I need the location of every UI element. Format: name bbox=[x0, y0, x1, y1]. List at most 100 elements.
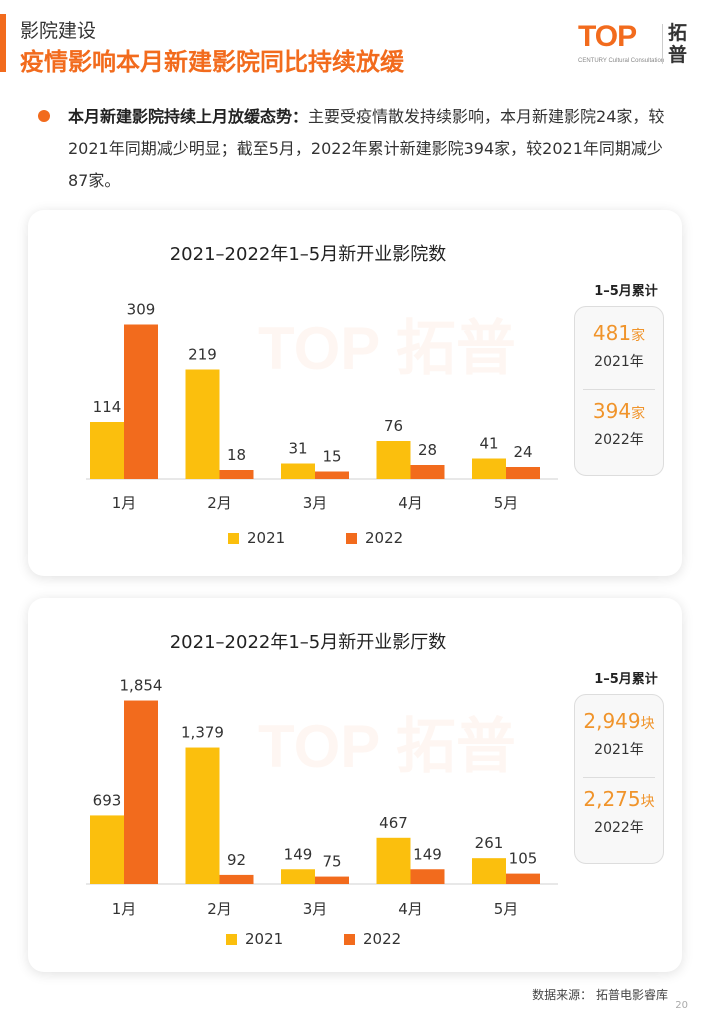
total-2022-value: 394 bbox=[592, 399, 632, 423]
legend-2021: 2021 bbox=[226, 930, 283, 948]
data-label-2021-4: 467 bbox=[379, 814, 408, 832]
category-label-3: 3月 bbox=[303, 494, 328, 512]
category-label-1: 1月 bbox=[112, 494, 137, 512]
data-label-2022-1: 1,854 bbox=[120, 677, 163, 695]
legend-swatch-2021 bbox=[228, 533, 239, 544]
logo-divider bbox=[662, 24, 663, 64]
data-label-2021-5: 261 bbox=[475, 834, 504, 852]
data-label-2021-3: 31 bbox=[288, 440, 307, 458]
category-label-1: 1月 bbox=[112, 900, 137, 918]
bar-2021-4 bbox=[376, 441, 411, 479]
legend-label-2022: 2022 bbox=[365, 529, 404, 547]
bullet-lead: 本月新建影院持续上月放缓态势： bbox=[68, 107, 309, 126]
legend-swatch-2022 bbox=[344, 934, 355, 945]
watermark: TOP 拓普 bbox=[258, 315, 516, 382]
bar-2021-2 bbox=[185, 369, 220, 479]
total-2022-year: 2022年 bbox=[594, 432, 644, 448]
total-2022-value: 2,275 bbox=[583, 787, 641, 811]
category-label-4: 4月 bbox=[398, 900, 423, 918]
legend-label-2021: 2021 bbox=[247, 529, 286, 547]
bar-2022-1 bbox=[124, 700, 158, 884]
data-label-2021-2: 219 bbox=[188, 346, 217, 364]
data-label-2022-2: 18 bbox=[227, 446, 246, 464]
data-source: 数据来源： 拓普电影睿库 bbox=[532, 988, 668, 1002]
legend-label-2022: 2022 bbox=[363, 930, 402, 948]
bar-2021-5 bbox=[472, 458, 506, 479]
halls-chart-card: TOP 拓普 2021–2022年1–5月新开业影厅数 693 1,854 1月 1,… bbox=[28, 598, 682, 972]
chart-title: 2021–2022年1–5月新开业影厅数 bbox=[169, 632, 447, 653]
page-number: 20 bbox=[675, 1000, 688, 1011]
bar-2022-2 bbox=[219, 874, 254, 884]
bullet-paragraph: 本月新建影院持续上月放缓态势：主要受疫情散发持续影响，本月新建影院24家，较20… bbox=[68, 101, 668, 197]
bullet-body: 主要受疫情散发持续影响，本月新建影院24家，较2021年同期减少明显；截至5月，… bbox=[68, 107, 665, 190]
total-2021-year: 2021年 bbox=[594, 742, 644, 758]
halls-bar-chart: 693 1,854 1月 1,379 92 2月 149 75 3月 467 149 4月 261 105… bbox=[86, 677, 558, 918]
data-label-2022-4: 149 bbox=[413, 845, 442, 863]
total-2021-value: 481 bbox=[592, 321, 632, 345]
legend-swatch-2022 bbox=[346, 533, 357, 544]
logo-subtitle: CENTURY Cultural Consultation bbox=[578, 58, 665, 64]
data-label-2022-1: 309 bbox=[127, 301, 156, 319]
bar-2022-4 bbox=[410, 869, 445, 884]
category-label-4: 4月 bbox=[398, 494, 423, 512]
total-2021-year: 2021年 bbox=[594, 354, 644, 370]
data-label-2022-5: 24 bbox=[513, 443, 532, 461]
cinemas-chart-card: TOP 拓普 2021–2022年1–5月新开业影院数 114 309 1月 219 1… bbox=[28, 210, 682, 576]
header-accent-bar bbox=[0, 14, 6, 72]
data-label-2021-1: 114 bbox=[93, 398, 122, 416]
total-2021: 481家 2021年 bbox=[575, 321, 663, 371]
totals-divider bbox=[583, 777, 655, 778]
cinemas-bar-chart: 114 309 1月 219 18 2月 31 15 3月 76 28 4月 41 24 5月 bbox=[86, 301, 558, 512]
category-label-2: 2月 bbox=[207, 494, 232, 512]
data-label-2022-2: 92 bbox=[227, 851, 246, 869]
chart-title: 2021–2022年1–5月新开业影院数 bbox=[169, 244, 447, 265]
bar-2021-4 bbox=[376, 837, 411, 884]
bar-2021-5 bbox=[472, 858, 506, 884]
bar-2022-2 bbox=[219, 470, 254, 479]
legend-2022: 2022 bbox=[344, 930, 401, 948]
data-label-2021-2: 1,379 bbox=[181, 724, 224, 742]
data-label-2022-3: 75 bbox=[322, 853, 341, 871]
bar-2022-3 bbox=[315, 876, 349, 884]
category-label-3: 3月 bbox=[303, 900, 328, 918]
total-2022-unit: 家 bbox=[631, 406, 646, 422]
data-label-2021-1: 693 bbox=[93, 791, 122, 809]
legend-2022: 2022 bbox=[346, 529, 403, 547]
category-label-2: 2月 bbox=[207, 900, 232, 918]
logo-chinese: 拓普 bbox=[668, 22, 688, 66]
total-2022: 2,275块 2022年 bbox=[575, 787, 663, 837]
bar-2021-2 bbox=[185, 747, 220, 884]
data-label-2022-5: 105 bbox=[509, 850, 538, 868]
section-label: 影院建设 bbox=[20, 20, 97, 42]
bar-2021-1 bbox=[90, 815, 124, 884]
totals-box: 481家 2021年 394家 2022年 bbox=[574, 306, 664, 476]
total-2021-unit: 块 bbox=[640, 716, 655, 732]
page-headline: 疫情影响本月新建影院同比持续放缓 bbox=[20, 48, 404, 76]
bar-2022-1 bbox=[124, 324, 158, 479]
legend-swatch-2021 bbox=[226, 934, 237, 945]
total-2021: 2,949块 2021年 bbox=[575, 709, 663, 759]
bullet-dot-icon bbox=[38, 110, 50, 122]
totals-header: 1–5月累计 bbox=[594, 284, 658, 299]
data-label-2021-4: 76 bbox=[384, 417, 403, 435]
total-2022-unit: 块 bbox=[640, 794, 655, 810]
bar-2022-3 bbox=[315, 471, 349, 479]
data-label-2021-5: 41 bbox=[479, 435, 498, 453]
data-label-2021-3: 149 bbox=[284, 845, 313, 863]
totals-divider bbox=[583, 389, 655, 390]
bar-2022-5 bbox=[506, 873, 540, 884]
bar-2022-4 bbox=[410, 465, 445, 479]
data-label-2022-3: 15 bbox=[322, 448, 341, 466]
logo-wordmark: TOP bbox=[578, 20, 637, 53]
watermark: TOP 拓普 bbox=[258, 713, 516, 780]
category-label-5: 5月 bbox=[494, 494, 519, 512]
bar-2021-1 bbox=[90, 422, 124, 479]
total-2021-unit: 家 bbox=[631, 328, 646, 344]
top-logo: TOP CENTURY Cultural Consultation 拓普 bbox=[578, 20, 698, 72]
bar-2022-5 bbox=[506, 467, 540, 479]
total-2022-year: 2022年 bbox=[594, 820, 644, 836]
legend-label-2021: 2021 bbox=[245, 930, 284, 948]
data-label-2022-4: 28 bbox=[418, 441, 437, 459]
bar-2021-3 bbox=[281, 869, 315, 884]
legend-2021: 2021 bbox=[228, 529, 285, 547]
